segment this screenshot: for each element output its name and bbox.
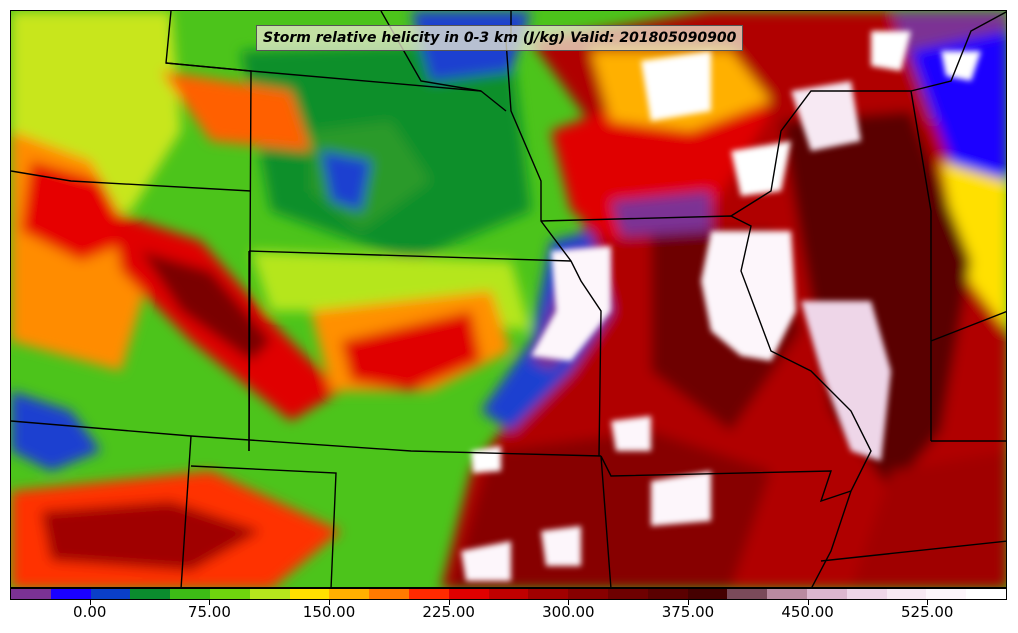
colorbar-tick-label: 150.00 — [302, 603, 356, 621]
colorbar-segment — [488, 589, 529, 599]
colorbar-segment — [886, 589, 927, 599]
colorbar-tick-label: 0.00 — [73, 603, 107, 621]
colorbar-segment — [767, 589, 807, 599]
colorbar-segment — [647, 589, 688, 599]
colorbar-segment — [11, 589, 51, 599]
colorbar-segment — [170, 589, 210, 599]
colorbar-ticks: 0.00 75.00 150.00 225.00 300.00 375.00 450.00 5… — [10, 600, 1007, 630]
colorbar-segment — [926, 589, 967, 599]
colorbar-segment — [408, 589, 449, 599]
map-panel: Storm relative helicity in 0-3 km (J/kg)… — [10, 10, 1007, 588]
helicity-field — [11, 11, 1006, 587]
colorbar-segment — [846, 589, 887, 599]
colorbar-segment — [966, 589, 1006, 599]
colorbar-segment — [727, 589, 768, 599]
colorbar-tick-label: 450.00 — [781, 603, 834, 621]
colorbar-segment — [568, 589, 608, 599]
colorbar-segment — [369, 589, 409, 599]
colorbar-tick — [568, 600, 570, 605]
colorbar-tick-label: 375.00 — [661, 603, 715, 621]
colorbar-segment — [448, 589, 489, 599]
colorbar-segment — [50, 589, 91, 599]
colorbar-tick — [89, 600, 91, 605]
colorbar-segment — [329, 589, 370, 599]
colorbar-tick-label: 300.00 — [542, 603, 595, 621]
colorbar-tick-label: 525.00 — [900, 603, 954, 621]
colorbar-segment — [607, 589, 648, 599]
colorbar-tick — [927, 600, 929, 605]
colorbar-tick — [329, 600, 331, 605]
colorbar-segment — [90, 589, 131, 599]
colorbar-segment — [289, 589, 330, 599]
colorbar-segment — [528, 589, 569, 599]
colorbar — [10, 588, 1007, 600]
map-title: Storm relative helicity in 0-3 km (J/kg)… — [256, 25, 744, 51]
colorbar-segment — [687, 589, 728, 599]
colorbar-tick-label: 75.00 — [187, 603, 231, 621]
colorbar-segment — [130, 589, 171, 599]
colorbar-tick — [687, 600, 689, 605]
colorbar-tick — [209, 600, 211, 605]
colorbar-segment — [209, 589, 250, 599]
colorbar-tick-label: 225.00 — [422, 603, 475, 621]
colorbar-segment — [249, 589, 290, 599]
colorbar-tick — [448, 600, 450, 605]
colorbar-tick — [807, 600, 809, 605]
colorbar-segment — [806, 589, 847, 599]
